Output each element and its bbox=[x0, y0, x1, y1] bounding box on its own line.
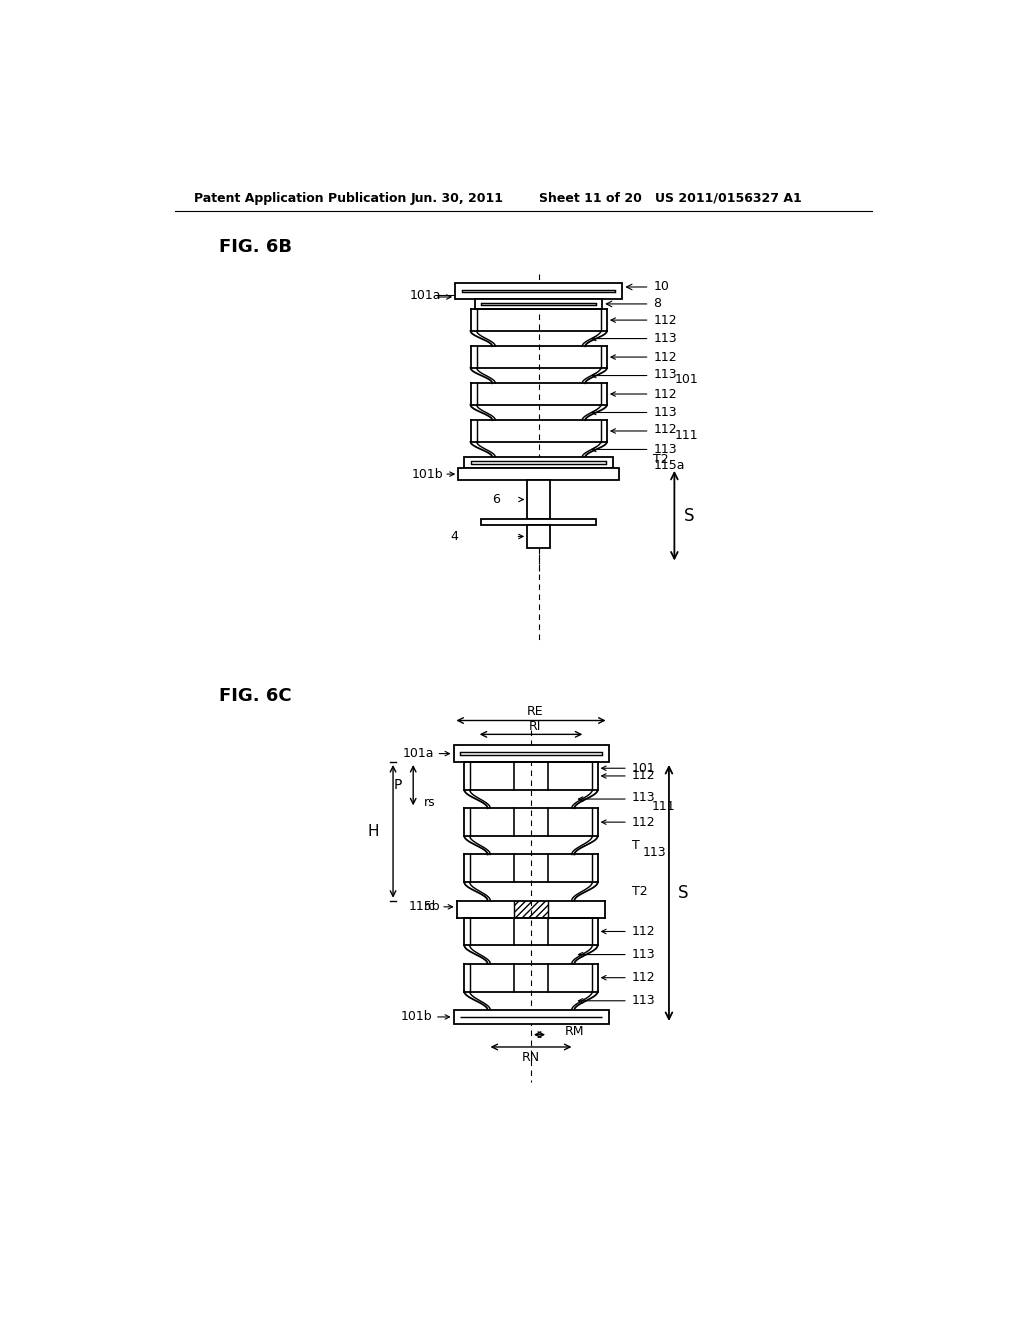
Text: 112: 112 bbox=[632, 770, 655, 783]
Text: US 2011/0156327 A1: US 2011/0156327 A1 bbox=[655, 191, 802, 205]
Bar bbox=[454, 744, 608, 762]
Text: RI: RI bbox=[528, 721, 541, 733]
Text: 101: 101 bbox=[675, 372, 699, 385]
Text: 113: 113 bbox=[632, 994, 655, 1007]
Text: 8: 8 bbox=[653, 297, 662, 310]
Text: T: T bbox=[632, 838, 640, 851]
Text: P: P bbox=[394, 779, 402, 792]
Text: 112: 112 bbox=[653, 314, 677, 326]
Bar bbox=[527, 525, 550, 548]
Bar bbox=[475, 298, 602, 309]
Bar bbox=[481, 304, 596, 305]
Text: 113: 113 bbox=[632, 791, 655, 804]
Text: RN: RN bbox=[522, 1051, 540, 1064]
Text: 112: 112 bbox=[632, 925, 655, 939]
Text: 113: 113 bbox=[643, 846, 667, 859]
Text: rc: rc bbox=[424, 900, 436, 913]
Bar bbox=[461, 752, 601, 755]
Text: 101a: 101a bbox=[410, 289, 441, 302]
Text: 113: 113 bbox=[653, 444, 677, 455]
Text: FIG. 6B: FIG. 6B bbox=[219, 238, 293, 256]
Text: RE: RE bbox=[526, 705, 543, 718]
Text: 4: 4 bbox=[451, 529, 459, 543]
Bar bbox=[458, 469, 620, 480]
Text: rs: rs bbox=[424, 796, 435, 809]
Text: S: S bbox=[678, 884, 689, 902]
Text: 6: 6 bbox=[493, 492, 500, 506]
Text: 101b: 101b bbox=[400, 1010, 432, 1023]
Bar bbox=[462, 290, 615, 292]
Text: 111: 111 bbox=[652, 800, 676, 813]
Text: 113: 113 bbox=[653, 333, 677, 345]
Text: FIG. 6C: FIG. 6C bbox=[219, 686, 292, 705]
Text: T2: T2 bbox=[653, 453, 669, 466]
Text: Sheet 11 of 20: Sheet 11 of 20 bbox=[539, 191, 642, 205]
Text: S: S bbox=[684, 507, 694, 524]
Text: 112: 112 bbox=[632, 816, 655, 829]
Text: 111: 111 bbox=[675, 429, 698, 442]
Text: 112: 112 bbox=[653, 351, 677, 363]
Bar bbox=[455, 284, 623, 298]
Text: 112: 112 bbox=[632, 972, 655, 985]
Bar bbox=[454, 1010, 608, 1024]
Bar bbox=[514, 900, 548, 917]
Text: 113: 113 bbox=[653, 367, 677, 380]
Text: Jun. 30, 2011: Jun. 30, 2011 bbox=[411, 191, 504, 205]
Text: 113: 113 bbox=[632, 948, 655, 961]
Text: T2: T2 bbox=[632, 884, 647, 898]
Text: 101b: 101b bbox=[412, 467, 443, 480]
Text: Patent Application Publication: Patent Application Publication bbox=[194, 191, 407, 205]
Bar bbox=[481, 519, 596, 525]
Text: 112: 112 bbox=[653, 422, 677, 436]
Text: 101a: 101a bbox=[403, 747, 434, 760]
Text: H: H bbox=[368, 824, 379, 840]
Text: 112: 112 bbox=[653, 388, 677, 400]
Text: 113: 113 bbox=[653, 407, 677, 418]
Text: 101: 101 bbox=[632, 762, 655, 775]
Text: 10: 10 bbox=[653, 280, 670, 293]
Bar bbox=[527, 480, 550, 519]
Text: 115a: 115a bbox=[653, 459, 685, 471]
Bar bbox=[471, 461, 606, 465]
Bar bbox=[464, 457, 613, 469]
Text: 115b: 115b bbox=[409, 900, 440, 913]
Text: RM: RM bbox=[565, 1026, 585, 1038]
